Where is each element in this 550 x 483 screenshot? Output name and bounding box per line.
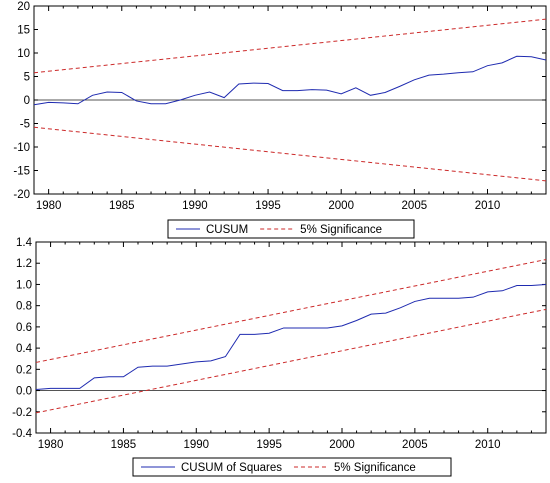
y-tick-label: -15	[13, 166, 30, 178]
upper-significance-line	[33, 18, 547, 74]
legend-label: 5% Significance	[300, 224, 382, 236]
x-tick-label: 1990	[182, 200, 208, 212]
y-tick-label: -5	[20, 119, 30, 131]
x-tick-label: 1980	[36, 200, 62, 212]
x-tick-label: 2005	[402, 439, 428, 451]
legend-label: CUSUM of Squares	[181, 462, 282, 474]
x-tick-label: 1985	[111, 439, 137, 451]
y-tick-label: -20	[13, 189, 30, 201]
legend-box	[132, 457, 452, 477]
legend: CUSUM of Squares 5% Significance	[132, 457, 452, 477]
upper-significance-line	[35, 259, 547, 363]
x-tick-label: 1990	[183, 439, 209, 451]
chart-panel-1: -20 -15 -10 -5 0 5 10 15 20 1980 1985 1990 1995 2000 2…	[13, 1, 547, 239]
y-tick-label: 0	[24, 95, 30, 107]
y-tick-label: 20	[17, 1, 30, 13]
legend-label: CUSUM	[206, 224, 248, 236]
x-tick-label: 2010	[475, 439, 501, 451]
y-tick-label: 10	[17, 48, 30, 60]
y-tick-label: -0.2	[12, 407, 32, 419]
x-tick-label: 2005	[402, 200, 428, 212]
x-tick-label: 1995	[256, 439, 282, 451]
x-tick-label: 1985	[109, 200, 135, 212]
lower-significance-line	[33, 126, 547, 182]
y-tick-label: 0.8	[16, 301, 32, 313]
x-tick-label: 2000	[328, 200, 354, 212]
y-tick-label: 0.6	[16, 322, 32, 334]
y-tick-label: 0.2	[16, 364, 32, 376]
y-tick-label: 5	[24, 72, 30, 84]
legend-label: 5% Significance	[334, 462, 416, 474]
legend: CUSUM 5% Significance	[167, 219, 415, 239]
plot-frame	[35, 241, 547, 434]
y-tick-label: 1.2	[16, 258, 32, 270]
y-tick-label: 0.0	[16, 386, 32, 398]
y-tick-label: 1.4	[16, 237, 33, 249]
x-tick-label: 1995	[255, 200, 281, 212]
x-tick-label: 2010	[475, 200, 501, 212]
cusum-series-line	[33, 55, 547, 106]
x-tick-label: 2000	[329, 439, 355, 451]
y-tick-label: -10	[13, 142, 30, 154]
x-tick-label: 1980	[38, 439, 64, 451]
lower-significance-line	[35, 308, 547, 414]
chart-panel-2: -0.4 -0.2 0.0 0.2 0.4 0.6 0.8 1.0 1.2 1.4 1980 1985…	[12, 237, 547, 477]
y-tick-label: -0.4	[12, 428, 32, 440]
y-tick-label: 15	[17, 25, 30, 37]
y-tick-label: 1.0	[16, 279, 32, 291]
cusum-series-line	[35, 283, 547, 390]
y-tick-label: 0.4	[16, 343, 33, 355]
